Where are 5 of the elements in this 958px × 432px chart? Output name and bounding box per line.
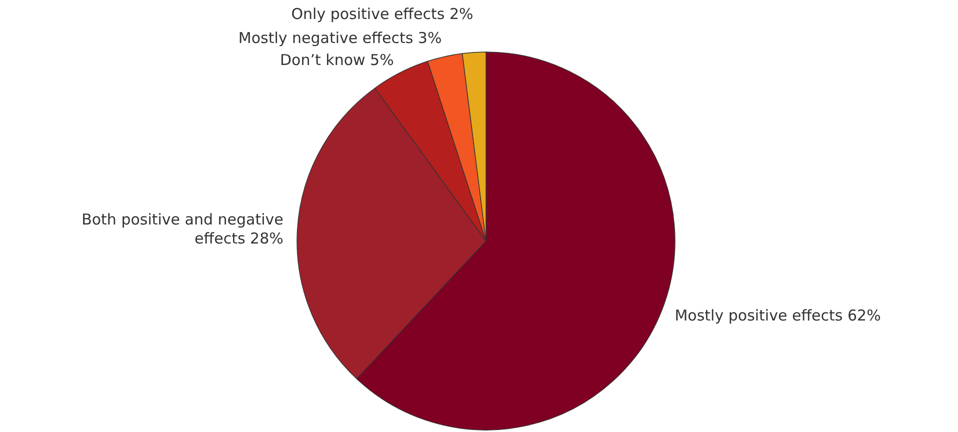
slice-label: Don’t know 5% <box>280 51 394 70</box>
slice-label: Both positive and negative effects 28% <box>82 210 284 248</box>
slice-label: Only positive effects 2% <box>291 5 474 23</box>
slice-label: Mostly negative effects 3% <box>238 29 442 47</box>
slice-label: Mostly positive effects 62% <box>674 306 881 325</box>
